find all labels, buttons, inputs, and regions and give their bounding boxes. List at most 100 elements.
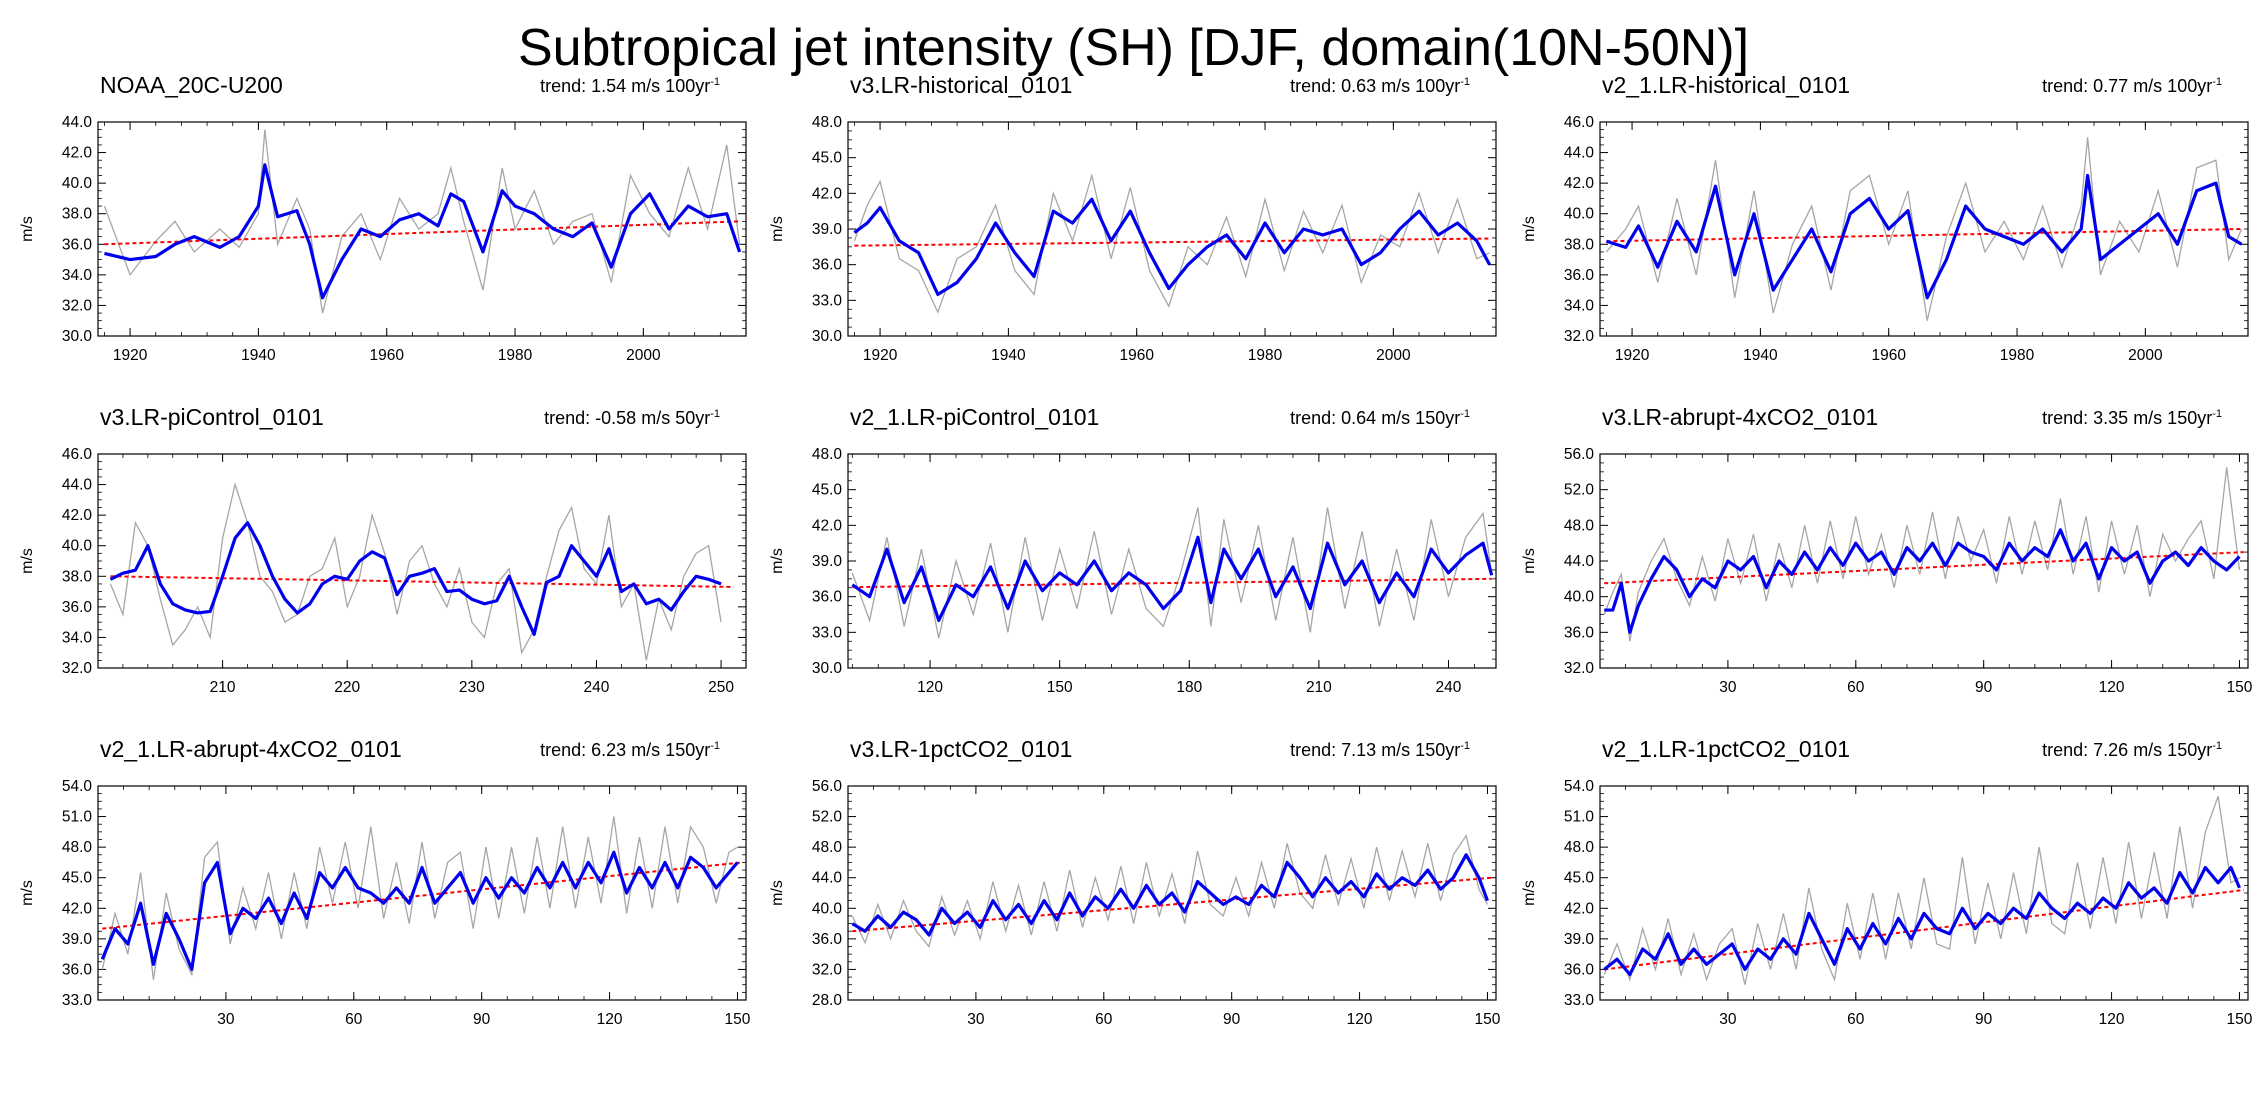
x-tick-label: 60 <box>345 1011 363 1028</box>
raw-series-line <box>853 172 1490 314</box>
y-tick-label: 32.0 <box>1564 328 1595 345</box>
y-tick-label: 36.0 <box>812 931 843 948</box>
smoothed-series-line <box>1605 173 2243 300</box>
y-tick-label: 44.0 <box>1564 553 1595 570</box>
x-tick-label: 220 <box>334 679 360 696</box>
chart-panel: v3.LR-1pctCO2_0101 trend: 7.13 m/s 150yr-… <box>760 736 1501 1056</box>
trend-line <box>104 220 740 246</box>
x-tick-label: 230 <box>459 679 485 696</box>
trend-text: trend: 7.26 m/s 150yr <box>2042 740 2213 760</box>
chart-svg: 28.0 32.0 36.0 40.0 44.0 48.0 52.0 56.0 m/s 30 60 9… <box>769 778 1501 1028</box>
y-tick-label: 36.0 <box>1564 267 1595 284</box>
smoothed-series-line <box>851 535 1494 623</box>
y-tick-label: 48.0 <box>1564 517 1595 534</box>
panel-title: v2_1.LR-piControl_0101 <box>850 404 1100 430</box>
y-tick-label: 42.0 <box>1564 175 1595 192</box>
x-tick-label: 2000 <box>1376 347 1411 364</box>
y-tick-label: 32.0 <box>62 297 93 314</box>
y-tick-label: 45.0 <box>812 150 843 167</box>
y-tick-label: 33.0 <box>812 292 843 309</box>
chart-panel: NOAA_20C-U200 trend: 1.54 m/s 100yr-1 30.0… <box>10 72 747 392</box>
y-tick-label: 40.0 <box>1564 206 1595 223</box>
y-tick-label: 32.0 <box>1564 660 1595 677</box>
y-tick-label: 39.0 <box>1564 931 1595 948</box>
y-tick-label: 38.0 <box>62 568 93 585</box>
y-tick-label: 46.0 <box>1564 114 1595 131</box>
trend-exponent: -1 <box>2212 408 2222 420</box>
panel-title: NOAA_20C-U200 <box>100 72 283 98</box>
x-tick-label: 1920 <box>1615 347 1650 364</box>
trend-text: trend: 0.64 m/s 150yr <box>1290 408 1461 428</box>
x-tick-label: 30 <box>1719 1011 1737 1028</box>
y-tick-label: 40.0 <box>812 900 843 917</box>
x-tick-label: 1980 <box>1248 347 1283 364</box>
trend-exponent: -1 <box>710 76 720 88</box>
y-tick-label: 33.0 <box>812 624 843 641</box>
chart-svg: 30.0 33.0 36.0 39.0 42.0 45.0 48.0 m/s 120 150 180… <box>769 446 1497 696</box>
x-tick-label: 180 <box>1176 679 1202 696</box>
y-axis-label: m/s <box>769 880 786 906</box>
trend-line <box>1604 551 2244 585</box>
x-tick-label: 150 <box>2227 1011 2253 1028</box>
x-tick-label: 90 <box>473 1011 491 1028</box>
y-tick-label: 36.0 <box>812 589 843 606</box>
x-tick-label: 1940 <box>241 347 276 364</box>
y-tick-label: 28.0 <box>812 992 843 1009</box>
x-tick-label: 1960 <box>1119 347 1154 364</box>
y-tick-label: 48.0 <box>1564 839 1595 856</box>
raw-series-line <box>851 834 1489 948</box>
x-tick-label: 30 <box>217 1011 235 1028</box>
plot-frame <box>1599 785 2249 1001</box>
chart-panel: v2_1.LR-piControl_0101 trend: 0.64 m/s 15… <box>760 404 1497 724</box>
x-tick-label: 240 <box>584 679 610 696</box>
chart-svg: 32.0 36.0 40.0 44.0 48.0 52.0 56.0 m/s 30 60 90 120… <box>1521 446 2253 696</box>
x-tick-label: 1940 <box>1743 347 1778 364</box>
trend-label: trend: 0.64 m/s 150yr-1 <box>1290 408 1470 429</box>
y-tick-label: 48.0 <box>812 114 843 131</box>
chart-panel: v2_1.LR-abrupt-4xCO2_0101 trend: 6.23 m/s… <box>10 736 751 1056</box>
smoothed-series-line <box>104 163 742 300</box>
y-tick-label: 33.0 <box>1564 992 1595 1009</box>
y-tick-label: 39.0 <box>62 931 93 948</box>
panel-title: v3.LR-historical_0101 <box>850 72 1073 98</box>
chart-panel: v3.LR-historical_0101 trend: 0.63 m/s 100… <box>760 72 1497 392</box>
y-axis-label: m/s <box>769 548 786 574</box>
chart-svg: 32.0 34.0 36.0 38.0 40.0 42.0 44.0 46.0 m/s 210 22… <box>19 446 747 696</box>
chart-svg: 30.0 32.0 34.0 36.0 38.0 40.0 42.0 44.0 m/s 1920 1… <box>19 114 747 364</box>
trend-exponent: -1 <box>710 408 720 420</box>
x-tick-label: 120 <box>1347 1011 1373 1028</box>
smoothed-series-line <box>1604 528 2241 634</box>
y-tick-label: 40.0 <box>62 175 93 192</box>
y-tick-label: 44.0 <box>1564 145 1595 162</box>
trend-exponent: -1 <box>2212 76 2222 88</box>
panel-title: v3.LR-piControl_0101 <box>100 404 324 430</box>
smoothed-series-line <box>109 521 722 636</box>
trend-label: trend: 6.23 m/s 150yr-1 <box>540 740 720 761</box>
x-tick-label: 90 <box>1975 1011 1993 1028</box>
y-tick-label: 51.0 <box>1564 809 1595 826</box>
trend-exponent: -1 <box>1460 76 1470 88</box>
trend-line <box>852 876 1492 933</box>
chart-svg: 30.0 33.0 36.0 39.0 42.0 45.0 48.0 m/s 1920 1940 1… <box>769 114 1497 364</box>
raw-series-line <box>101 816 738 980</box>
plot-frame <box>97 785 747 1001</box>
y-tick-label: 34.0 <box>1564 297 1595 314</box>
chart-svg: 33.0 36.0 39.0 42.0 45.0 48.0 51.0 54.0 m/s 30 60 9… <box>1521 778 2253 1028</box>
x-tick-label: 1920 <box>113 347 148 364</box>
trend-text: trend: 0.77 m/s 100yr <box>2042 76 2213 96</box>
x-tick-label: 150 <box>1047 679 1073 696</box>
x-tick-label: 120 <box>917 679 943 696</box>
y-tick-label: 45.0 <box>812 482 843 499</box>
y-tick-label: 45.0 <box>62 870 93 887</box>
trend-text: trend: 1.54 m/s 100yr <box>540 76 711 96</box>
y-tick-label: 42.0 <box>812 185 843 202</box>
trend-label: trend: 3.35 m/s 150yr-1 <box>2042 408 2222 429</box>
raw-series-line <box>109 482 722 661</box>
y-axis-label: m/s <box>1521 548 1538 574</box>
y-tick-label: 36.0 <box>62 599 93 616</box>
x-tick-label: 1940 <box>991 347 1026 364</box>
chart-svg: 33.0 36.0 39.0 42.0 45.0 48.0 51.0 54.0 m/s 30 60 9… <box>19 778 751 1028</box>
y-tick-label: 52.0 <box>1564 482 1595 499</box>
trend-exponent: -1 <box>1460 740 1470 752</box>
x-tick-label: 1980 <box>498 347 533 364</box>
